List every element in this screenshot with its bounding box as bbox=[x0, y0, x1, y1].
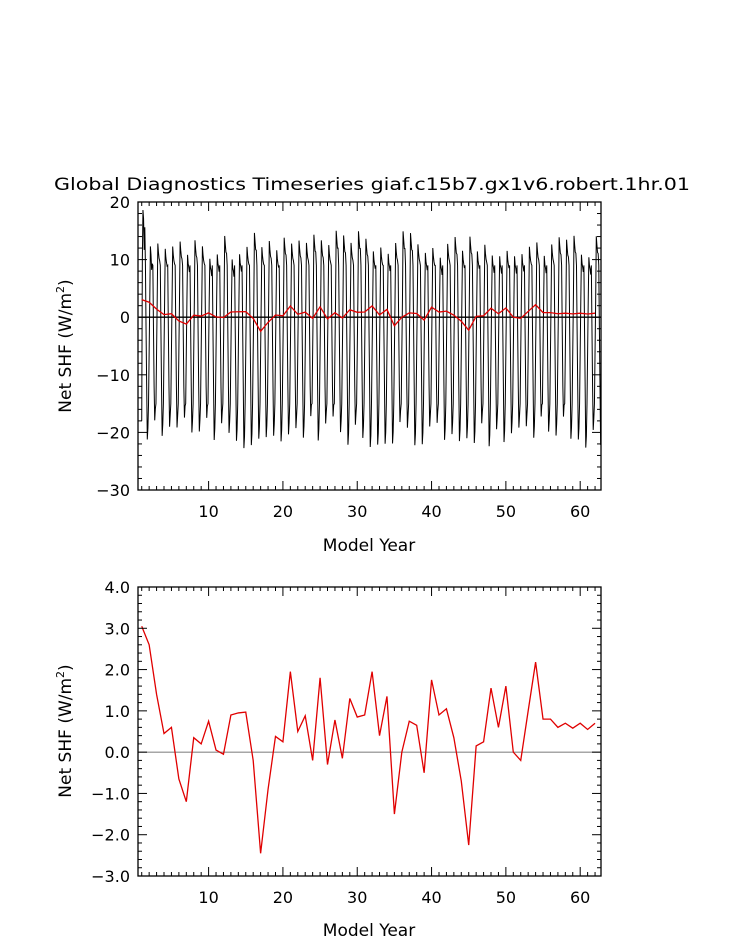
bottom-y-tick-label: −2.0 bbox=[91, 826, 130, 845]
bottom-x-axis-label: Model Year bbox=[323, 921, 415, 941]
top-plot-frame bbox=[137, 201, 602, 491]
bottom-y-tick-label: −3.0 bbox=[91, 867, 130, 886]
top-x-tick-label: 10 bbox=[198, 502, 218, 521]
bottom-y-tick-label: 0.0 bbox=[105, 743, 130, 762]
bottom-y-axis-label-sup: 2 bbox=[54, 671, 67, 678]
top-x-axis-label: Model Year bbox=[323, 536, 415, 556]
top-annual-mean-line bbox=[141, 299, 596, 333]
bottom-plot-frame bbox=[137, 586, 602, 877]
bottom-annual-mean-line bbox=[141, 625, 596, 854]
top-y-axis-label-text: Net SHF (W/m bbox=[56, 293, 76, 413]
top-monthly-series-line bbox=[141, 209, 602, 449]
top-y-tick-label: −10 bbox=[96, 366, 130, 385]
top-y-tick-label: 0 bbox=[120, 308, 130, 327]
top-ticks: 10 20 30 40 50 60 −30 −20 −10 0 10 20 bbox=[96, 193, 601, 521]
top-x-tick-label: 20 bbox=[273, 502, 293, 521]
top-x-tick-label: 50 bbox=[496, 502, 516, 521]
top-x-tick-label: 30 bbox=[347, 502, 367, 521]
bottom-plot-area bbox=[138, 625, 601, 854]
top-y-axis-label: Net SHF (W/m2) bbox=[54, 279, 76, 412]
bottom-y-tick-label: 3.0 bbox=[105, 619, 130, 638]
top-x-tick-label: 40 bbox=[421, 502, 441, 521]
top-x-tick-label: 60 bbox=[570, 502, 590, 521]
bottom-ticks: 10 20 30 40 50 60 −3.0 −2.0 −1.0 0.0 1.0 2.0 3.0 4.0 bbox=[91, 578, 601, 907]
bottom-x-tick-label: 40 bbox=[421, 888, 441, 907]
bottom-x-tick-label: 50 bbox=[496, 888, 516, 907]
bottom-y-axis-label-close: ) bbox=[56, 664, 76, 671]
bottom-y-tick-label: 4.0 bbox=[105, 578, 130, 597]
bottom-y-axis-label: Net SHF (W/m2) bbox=[54, 664, 76, 797]
top-y-tick-label: 20 bbox=[110, 193, 130, 212]
bottom-x-tick-label: 20 bbox=[273, 888, 293, 907]
bottom-y-tick-label: 1.0 bbox=[105, 702, 130, 721]
chart-title: Global Diagnostics Timeseries giaf.c15b7… bbox=[54, 175, 690, 195]
bottom-x-tick-label: 60 bbox=[570, 888, 590, 907]
bottom-y-tick-label: 2.0 bbox=[105, 661, 130, 680]
top-panel: Global Diagnostics Timeseries giaf.c15b7… bbox=[54, 175, 690, 556]
bottom-panel: 10 20 30 40 50 60−3.0−2.0−1.00.01.02.03.04.0 … bbox=[54, 578, 602, 941]
top-plot-area bbox=[138, 209, 602, 449]
top-y-tick-label: −30 bbox=[96, 481, 130, 500]
bottom-y-tick-label: −1.0 bbox=[91, 784, 130, 803]
top-y-axis-label-sup: 2 bbox=[54, 286, 67, 293]
top-y-tick-label: 10 bbox=[110, 251, 130, 270]
bottom-x-tick-label: 30 bbox=[347, 888, 367, 907]
top-y-tick-label: −20 bbox=[96, 423, 130, 442]
bottom-x-tick-label: 10 bbox=[198, 888, 218, 907]
bottom-y-axis-label-text: Net SHF (W/m bbox=[56, 678, 76, 798]
top-y-axis-label-close: ) bbox=[56, 279, 76, 286]
